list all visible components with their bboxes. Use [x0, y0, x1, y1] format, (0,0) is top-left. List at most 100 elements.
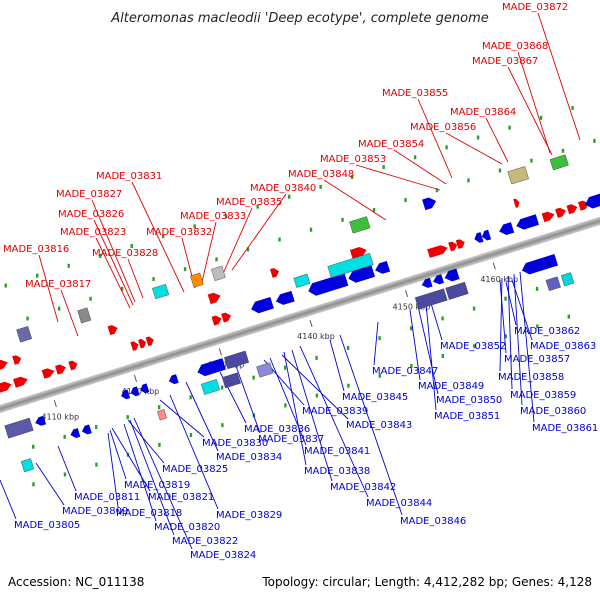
gene-label[interactable]: MADE_03825 — [162, 464, 228, 475]
gene-label[interactable]: MADE_03833 — [180, 211, 246, 222]
gene-label[interactable]: MADE_03818 — [116, 508, 182, 519]
gene-label[interactable]: MADE_03823 — [60, 227, 126, 238]
gene-label[interactable]: MADE_03839 — [302, 406, 368, 417]
track-dot — [278, 237, 281, 242]
track-dot — [256, 204, 259, 209]
gene-label[interactable]: MADE_03849 — [418, 381, 484, 392]
gene-label[interactable]: MADE_03856 — [410, 122, 476, 133]
leader-line — [159, 399, 205, 438]
gene-feature — [560, 272, 575, 287]
genome-summary-text: Topology: circular; Length: 4,412,282 bp… — [261, 575, 592, 589]
gene-label[interactable]: MADE_03840 — [250, 183, 316, 194]
tick-layer: 4110 kbp 4120 kbp 4130 kbp 4140 kbp 4150 kbp… — [41, 262, 518, 421]
track-dot — [445, 145, 448, 150]
gene-feature — [221, 312, 231, 323]
gene-label[interactable]: MADE_03826 — [58, 209, 124, 220]
gene-label[interactable]: MADE_03867 — [472, 56, 538, 67]
gene-label[interactable]: MADE_03817 — [25, 279, 91, 290]
gene-label[interactable]: MADE_03872 — [502, 2, 568, 13]
gene-label[interactable]: MADE_03868 — [482, 41, 548, 52]
gene-label[interactable]: MADE_03863 — [530, 341, 596, 352]
gene-feature — [200, 379, 220, 395]
track-dot — [341, 217, 344, 222]
gene-feature — [20, 458, 35, 473]
gene-label[interactable]: MADE_03837 — [258, 434, 324, 445]
gene-label[interactable]: MADE_03842 — [330, 482, 396, 493]
leader-line — [505, 281, 517, 326]
gene-feature — [275, 290, 295, 305]
track-dot — [382, 165, 385, 170]
track-dot — [283, 365, 287, 370]
gene-label[interactable]: MADE_03824 — [190, 550, 256, 561]
gene-label[interactable]: MADE_03858 — [498, 372, 564, 383]
gene-label[interactable]: MADE_03843 — [346, 420, 412, 431]
leader-lines — [0, 12, 581, 550]
leader-line — [409, 309, 421, 381]
gene-label[interactable]: MADE_03830 — [202, 438, 268, 449]
gene-label[interactable]: MADE_03859 — [510, 390, 576, 401]
axis-tick — [218, 348, 222, 356]
gene-label[interactable]: MADE_03853 — [320, 154, 386, 165]
gene-label[interactable]: MADE_03852 — [440, 341, 506, 352]
track-dot — [319, 184, 322, 189]
gene-label[interactable]: MADE_03811 — [74, 492, 140, 503]
gene-label[interactable]: MADE_03854 — [358, 139, 424, 150]
track-dot — [378, 336, 381, 341]
gene-label[interactable]: MADE_03862 — [514, 326, 580, 337]
gene-label[interactable]: MADE_03850 — [436, 395, 502, 406]
axis-tick — [309, 319, 313, 327]
gene-feature — [207, 292, 221, 305]
gene-label[interactable]: MADE_03844 — [366, 498, 432, 509]
gene-label[interactable]: MADE_03809 — [62, 506, 128, 517]
gene-label[interactable]: MADE_03838 — [304, 466, 370, 477]
gene-label[interactable]: MADE_03836 — [244, 424, 310, 435]
leader-line — [269, 357, 307, 446]
gene-label[interactable]: MADE_03816 — [3, 244, 69, 255]
leader-line — [329, 339, 345, 392]
gene-label[interactable]: MADE_03828 — [92, 248, 158, 259]
track-dot — [498, 168, 502, 173]
gene-label[interactable]: MADE_03864 — [450, 107, 516, 118]
leader-line — [201, 221, 217, 283]
gene-label[interactable]: MADE_03860 — [520, 406, 586, 417]
gene-feature — [482, 229, 492, 241]
leader-line — [499, 277, 503, 372]
accession-text: Accession: NC_011138 — [8, 575, 144, 589]
gene-label[interactable]: MADE_03832 — [146, 227, 212, 238]
gene-label[interactable]: MADE_03805 — [14, 520, 80, 531]
gene-label[interactable]: MADE_03834 — [216, 452, 282, 463]
gene-feature — [190, 272, 204, 288]
leader-line — [355, 164, 441, 191]
gene-label[interactable]: MADE_03851 — [434, 411, 500, 422]
gene-label[interactable]: MADE_03831 — [96, 171, 162, 182]
gene-label[interactable]: MADE_03861 — [532, 423, 598, 434]
gene-label[interactable]: MADE_03827 — [56, 189, 122, 200]
leader-line — [339, 334, 403, 516]
gene-label[interactable]: MADE_03845 — [342, 392, 408, 403]
gene-label[interactable]: MADE_03841 — [304, 446, 370, 457]
axis-tick — [404, 290, 409, 298]
gene-feature — [81, 424, 92, 435]
gene-label[interactable]: MADE_03848 — [288, 169, 354, 180]
track-dot — [95, 462, 98, 467]
gene-label[interactable]: MADE_03847 — [372, 366, 438, 377]
leader-line — [537, 12, 581, 141]
gene-label[interactable]: MADE_03820 — [154, 522, 220, 533]
gene-label[interactable]: MADE_03819 — [124, 480, 190, 491]
gene-label[interactable]: MADE_03857 — [504, 354, 570, 365]
gene-label[interactable]: MADE_03846 — [400, 516, 466, 527]
gene-feature — [585, 193, 600, 209]
axis-tick — [492, 262, 496, 270]
gene-label[interactable]: MADE_03835 — [216, 197, 282, 208]
track-dot — [315, 355, 318, 360]
gene-label[interactable]: MADE_03821 — [148, 492, 214, 503]
gene-feature — [507, 166, 529, 185]
leader-line — [281, 354, 349, 420]
leader-line — [111, 427, 151, 492]
track-dot — [350, 174, 354, 179]
gene-label[interactable]: MADE_03822 — [172, 536, 238, 547]
gene-label[interactable]: MADE_03829 — [216, 510, 282, 521]
gene-label[interactable]: MADE_03855 — [382, 88, 448, 99]
gene-feature — [130, 341, 139, 351]
